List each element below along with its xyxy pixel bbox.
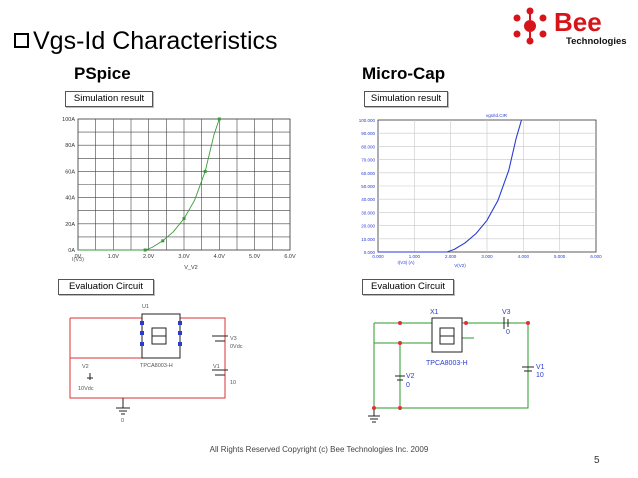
x-tick-label: 3.0V	[178, 254, 190, 260]
pspice-part-label: TPCA8003-H	[140, 363, 173, 369]
y-tick-label: 30.000	[361, 210, 375, 215]
microcap-v2-val: 0	[406, 382, 410, 389]
page-number: 5	[594, 455, 600, 466]
y-tick-label: 100.000	[359, 118, 376, 123]
y-tick-label: 60.000	[361, 171, 375, 176]
pspice-sim-label: Simulation result	[65, 91, 153, 107]
microcap-chart: 0.000 1.000 2.000 3.000 4.000 5.000 6.000 0.000…	[338, 110, 608, 270]
y-tick-label: 60A	[65, 169, 75, 175]
pspice-v2-val: 10Vdc	[78, 386, 94, 392]
pspice-u1-label: U1	[142, 304, 149, 310]
logo-bee-text: Bee	[554, 7, 602, 37]
pspice-v3-label: V3	[230, 336, 237, 342]
microcap-circuit-svg: X1 TPCA8003-H V3 0 V1 10 V2 0	[368, 309, 545, 423]
y-tick-label: 0.000	[364, 250, 376, 255]
y-tick-label: 0A	[68, 248, 75, 254]
slide-title: Vgs-Id Characteristics	[14, 26, 278, 56]
x-tick-label: 5.0V	[249, 254, 261, 260]
x-tick-label: 6.0V	[284, 254, 296, 260]
x-tick-label: 3.000	[481, 254, 493, 259]
checkbox-bullet-icon	[14, 33, 29, 48]
microcap-v1-label: V1	[536, 364, 545, 371]
pspice-v3-val: 0Vdc	[230, 344, 243, 350]
y-tick-label: 50.000	[361, 184, 375, 189]
x-axis-label: V(V2)	[454, 263, 466, 268]
y-tick-label: 80.000	[361, 144, 375, 149]
copyright-footer: All Rights Reserved Copyright (c) Bee Te…	[209, 445, 429, 454]
data-point	[143, 248, 147, 252]
pspice-eval-label: Evaluation Circuit	[58, 279, 154, 295]
microcap-v1-val: 10	[536, 372, 544, 379]
x-axis-label: V_V2	[184, 265, 197, 271]
microcap-x1-label: X1	[430, 309, 439, 316]
data-point	[182, 217, 186, 221]
y-tick-label: 80A	[65, 143, 75, 149]
y-tick-label: 90.000	[361, 131, 375, 136]
pspice-header: PSpice	[74, 64, 131, 83]
x-tick-label: 5.000	[554, 254, 566, 259]
pspice-circuit: U1 TPCA8003-H V3 0Vdc V1 10 V2 10Vdc 0	[60, 298, 250, 428]
pspice-v2-label: V2	[82, 364, 89, 370]
x-tick-label: 4.0V	[214, 254, 226, 260]
x-tick-label: 2.000	[445, 254, 457, 259]
x-tick-label: 1.0V	[108, 254, 120, 260]
y-tick-label: 70.000	[361, 158, 375, 163]
x-tick-label: 1.000	[409, 254, 421, 259]
pspice-gnd-label: 0	[121, 418, 124, 424]
pspice-v1-val: 10	[230, 380, 236, 386]
pspice-chart-svg: 0V 1.0V 2.0V 3.0V 4.0V 5.0V 6.0V 0A 20A 40A 60A 80A…	[62, 117, 296, 271]
x-tick-label: 4.000	[518, 254, 530, 259]
microcap-v3-val: 0	[506, 329, 510, 336]
series-line	[378, 119, 523, 253]
y-tick-label: 10.000	[361, 237, 375, 242]
x-tick-label: 2.0V	[143, 254, 155, 260]
x-tick-label: 6.000	[590, 254, 602, 259]
pspice-v1-label: V1	[213, 364, 220, 370]
bee-technologies-logo: Bee Technologies	[510, 2, 636, 52]
legend-label: I(V3)	[72, 257, 84, 263]
data-point	[203, 169, 207, 173]
microcap-circuit: X1 TPCA8003-H V3 0 V1 10 V2 0	[366, 298, 566, 428]
y-tick-label: 20.000	[361, 224, 375, 229]
x-tick-label: 0.000	[372, 254, 384, 259]
y-tick-label: 100A	[62, 117, 75, 123]
bee-logo-icon: Bee Technologies	[513, 7, 627, 47]
microcap-sim-label: Simulation result	[364, 91, 448, 107]
data-point	[161, 239, 165, 243]
microcap-chart-svg: 0.000 1.000 2.000 3.000 4.000 5.000 6.000 0.000…	[359, 113, 602, 268]
y-tick-label: 20A	[65, 222, 75, 228]
pspice-chart: 0V 1.0V 2.0V 3.0V 4.0V 5.0V 6.0V 0A 20A 40A 60A 80A…	[56, 113, 300, 273]
microcap-v2-label: V2	[406, 373, 415, 380]
x-tick-label: 0V	[75, 254, 82, 260]
legend-label: vgs/Id.CIR	[486, 113, 508, 118]
data-point	[217, 117, 221, 121]
microcap-part-label: TPCA8003-H	[426, 360, 468, 367]
microcap-v3-label: V3	[502, 309, 511, 316]
y-tick-label: 40A	[65, 196, 75, 202]
y-axis-label: I(V3) (A)	[397, 260, 415, 265]
series-line	[78, 118, 220, 251]
y-tick-label: 40.000	[361, 197, 375, 202]
pspice-circuit-svg: U1 TPCA8003-H V3 0Vdc V1 10 V2 10Vdc 0	[69, 304, 243, 424]
microcap-eval-label: Evaluation Circuit	[362, 279, 454, 295]
logo-technologies-text: Technologies	[566, 36, 627, 47]
microcap-header: Micro-Cap	[362, 64, 446, 83]
